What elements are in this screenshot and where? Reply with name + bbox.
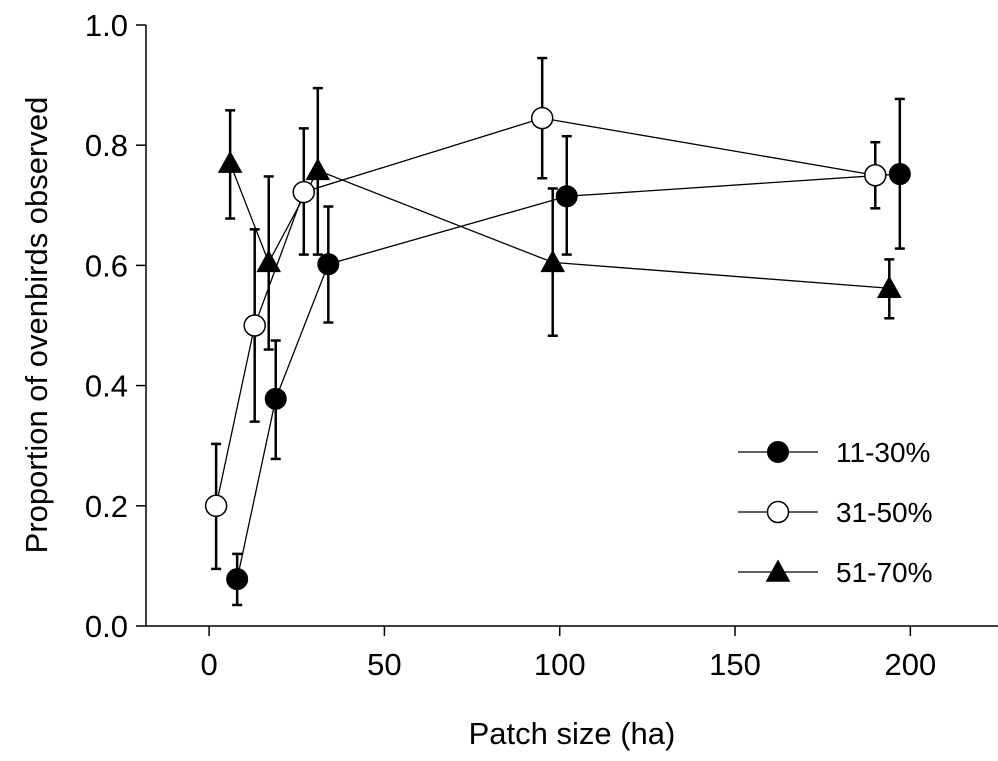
legend: 11-30% 31-50% 51-70% — [738, 437, 933, 588]
data-point-2 — [305, 157, 331, 181]
data-point-1 — [530, 106, 554, 130]
x-tick-label: 200 — [884, 647, 936, 682]
legend-marker-1 — [766, 500, 790, 524]
y-tick-label: 0.6 — [85, 248, 128, 283]
x-axis-title: Patch size (ha) — [469, 716, 676, 751]
y-tick-label: 0.0 — [85, 609, 128, 644]
legend-marker-2 — [765, 559, 791, 582]
data-point-0 — [226, 568, 249, 591]
legend-label-1: 31-50% — [836, 497, 933, 528]
legend-label-0: 11-30% — [836, 437, 930, 468]
data-point-1 — [864, 164, 887, 187]
x-tick-label: 150 — [709, 647, 761, 682]
legend-marker-0 — [767, 441, 789, 463]
y-tick-label: 0.2 — [85, 489, 128, 524]
x-tick-label: 0 — [200, 647, 217, 682]
data-point-1 — [292, 180, 316, 204]
y-axis-title: Proportion of ovenbirds observed — [19, 97, 54, 554]
legend-label-2: 51-70% — [836, 557, 933, 588]
data-point-2 — [256, 249, 282, 273]
y-tick-label: 0.8 — [85, 128, 128, 163]
data-point-1 — [243, 314, 266, 337]
axes: 0.0 0.2 0.4 0.6 0.8 1.0 0 50 100 150 200 — [85, 8, 998, 682]
x-tick-label: 100 — [534, 647, 586, 682]
data-point-0 — [888, 163, 911, 186]
data-point-2 — [540, 249, 566, 273]
data-point-1 — [204, 494, 228, 518]
plot-area — [204, 56, 911, 607]
series-line-0 — [236, 173, 900, 580]
data-point-0 — [317, 253, 340, 276]
data-point-0 — [264, 387, 287, 410]
data-point-2 — [876, 275, 902, 298]
y-tick-label: 0.4 — [85, 369, 128, 404]
y-tick-label: 1.0 — [85, 8, 128, 43]
data-point-2 — [217, 150, 243, 173]
data-point-0 — [555, 185, 578, 208]
x-tick-label: 50 — [367, 647, 401, 682]
